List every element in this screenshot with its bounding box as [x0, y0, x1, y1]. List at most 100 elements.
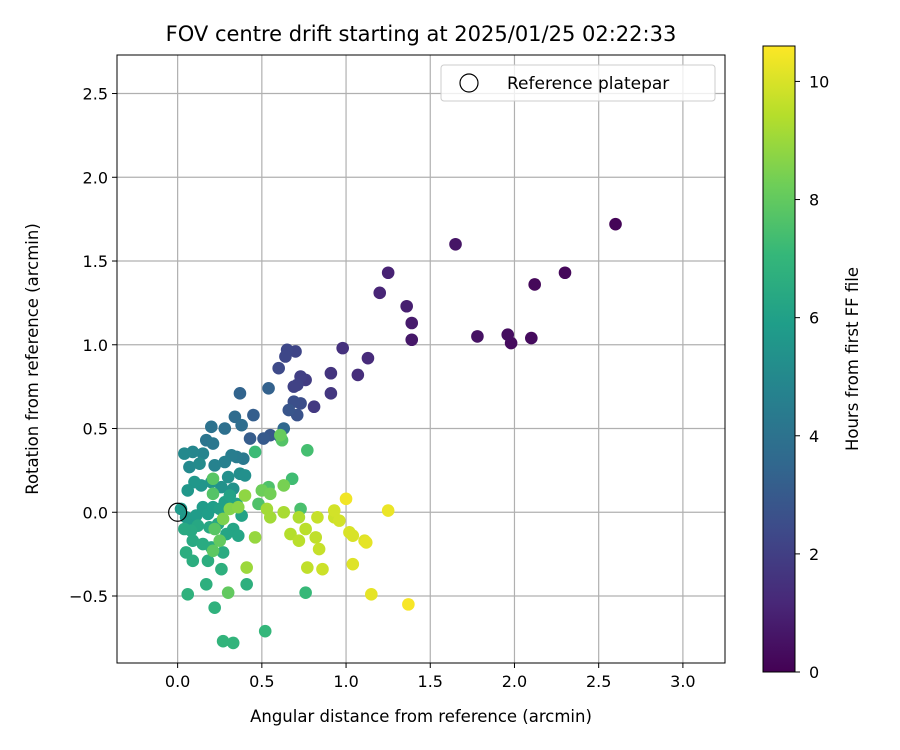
data-point — [373, 286, 387, 300]
legend-box — [440, 64, 716, 102]
data-point — [400, 299, 413, 313]
x-tick-label: 1.5 — [418, 672, 443, 691]
data-point — [301, 443, 314, 457]
data-point — [381, 266, 395, 280]
data-point — [213, 534, 227, 548]
data-point — [274, 428, 287, 442]
colorbar-tick-label: 0 — [809, 663, 819, 682]
data-point — [282, 403, 296, 417]
data-point — [183, 460, 196, 474]
data-point — [405, 316, 419, 330]
data-point — [221, 586, 235, 599]
data-point — [292, 510, 306, 524]
y-axis-ticks: −0.5 0.0 0.5 1.0 1.5 2.0 2.5 — [69, 85, 117, 606]
colorbar-tick-label: 6 — [809, 309, 819, 328]
y-tick-label: 1.5 — [83, 252, 108, 271]
data-point — [208, 522, 221, 536]
data-point — [361, 351, 375, 365]
data-point — [263, 510, 277, 524]
y-tick-label: 2.5 — [83, 85, 108, 104]
y-tick-label: 2.0 — [83, 168, 108, 187]
data-point — [277, 505, 291, 519]
x-tick-label: 0.0 — [165, 672, 190, 691]
data-point — [351, 368, 365, 382]
data-point — [248, 531, 262, 544]
reference-platepar-marker — [168, 502, 188, 522]
data-point — [240, 561, 253, 574]
y-axis-label: Rotation from reference (arcmin) — [23, 223, 42, 495]
data-point — [263, 487, 277, 501]
data-point — [299, 586, 312, 599]
data-point — [218, 422, 232, 435]
x-tick-label: 0.5 — [249, 672, 274, 691]
chart-title: FOV centre drift starting at 2025/01/25 … — [166, 22, 677, 46]
data-point — [277, 479, 291, 492]
data-point — [248, 445, 262, 459]
y-tick-label: 1.0 — [83, 336, 108, 355]
x-tick-label: 2.5 — [586, 672, 611, 691]
data-point — [346, 529, 360, 543]
data-point — [215, 480, 228, 494]
legend: Reference platepar — [440, 64, 716, 102]
grid-lines — [117, 55, 725, 663]
data-point — [223, 489, 237, 502]
data-point — [221, 470, 235, 484]
data-point — [365, 588, 378, 601]
data-point — [272, 361, 285, 375]
data-point — [226, 636, 240, 650]
data-point — [279, 350, 292, 363]
data-point — [525, 331, 538, 345]
y-tick-label: −0.5 — [69, 587, 108, 606]
colorbar-label: Hours from first FF file — [843, 267, 862, 451]
data-point — [359, 536, 373, 549]
data-point — [558, 266, 572, 280]
data-point — [240, 577, 253, 591]
data-point — [309, 531, 323, 544]
data-point — [233, 387, 247, 400]
data-point — [316, 562, 329, 576]
data-point — [501, 328, 515, 342]
data-point — [307, 400, 321, 414]
data-point — [285, 472, 299, 486]
data-point — [609, 217, 622, 231]
data-point — [381, 504, 395, 517]
data-point — [178, 447, 191, 460]
data-point — [231, 500, 245, 514]
x-axis-label: Angular distance from reference (arcmin) — [250, 707, 592, 726]
data-point — [324, 366, 338, 380]
data-point — [206, 544, 220, 558]
x-tick-label: 1.0 — [333, 672, 358, 691]
data-point — [528, 278, 541, 291]
plot-area-frame — [116, 54, 726, 664]
data-point — [471, 330, 484, 343]
data-point — [206, 487, 220, 501]
data-point — [181, 588, 195, 601]
data-point — [324, 387, 338, 400]
colorbar: 0 2 4 6 8 10 Hours from first FF file — [762, 45, 862, 682]
data-point — [247, 408, 260, 422]
data-point — [208, 459, 221, 472]
data-point — [333, 514, 346, 527]
data-point — [402, 598, 415, 611]
legend-reference-marker — [459, 73, 479, 93]
data-point — [336, 341, 349, 355]
data-point — [178, 522, 191, 536]
colorbar-tick-label: 10 — [809, 72, 829, 91]
data-point — [228, 410, 242, 424]
data-point — [258, 624, 272, 638]
colorbar-tick-label: 4 — [809, 427, 819, 446]
data-point — [339, 492, 353, 506]
data-point — [299, 522, 312, 536]
data-point — [238, 489, 252, 502]
data-point — [238, 469, 252, 482]
data-point — [179, 546, 193, 559]
data-point — [231, 529, 245, 543]
data-point — [186, 554, 200, 568]
data-point — [216, 634, 230, 648]
data-point — [189, 509, 203, 522]
x-axis-ticks: 0.0 0.5 1.0 1.5 2.0 2.5 3.0 — [165, 663, 696, 691]
data-point — [311, 510, 324, 524]
data-point — [206, 437, 220, 450]
data-point — [284, 527, 297, 541]
